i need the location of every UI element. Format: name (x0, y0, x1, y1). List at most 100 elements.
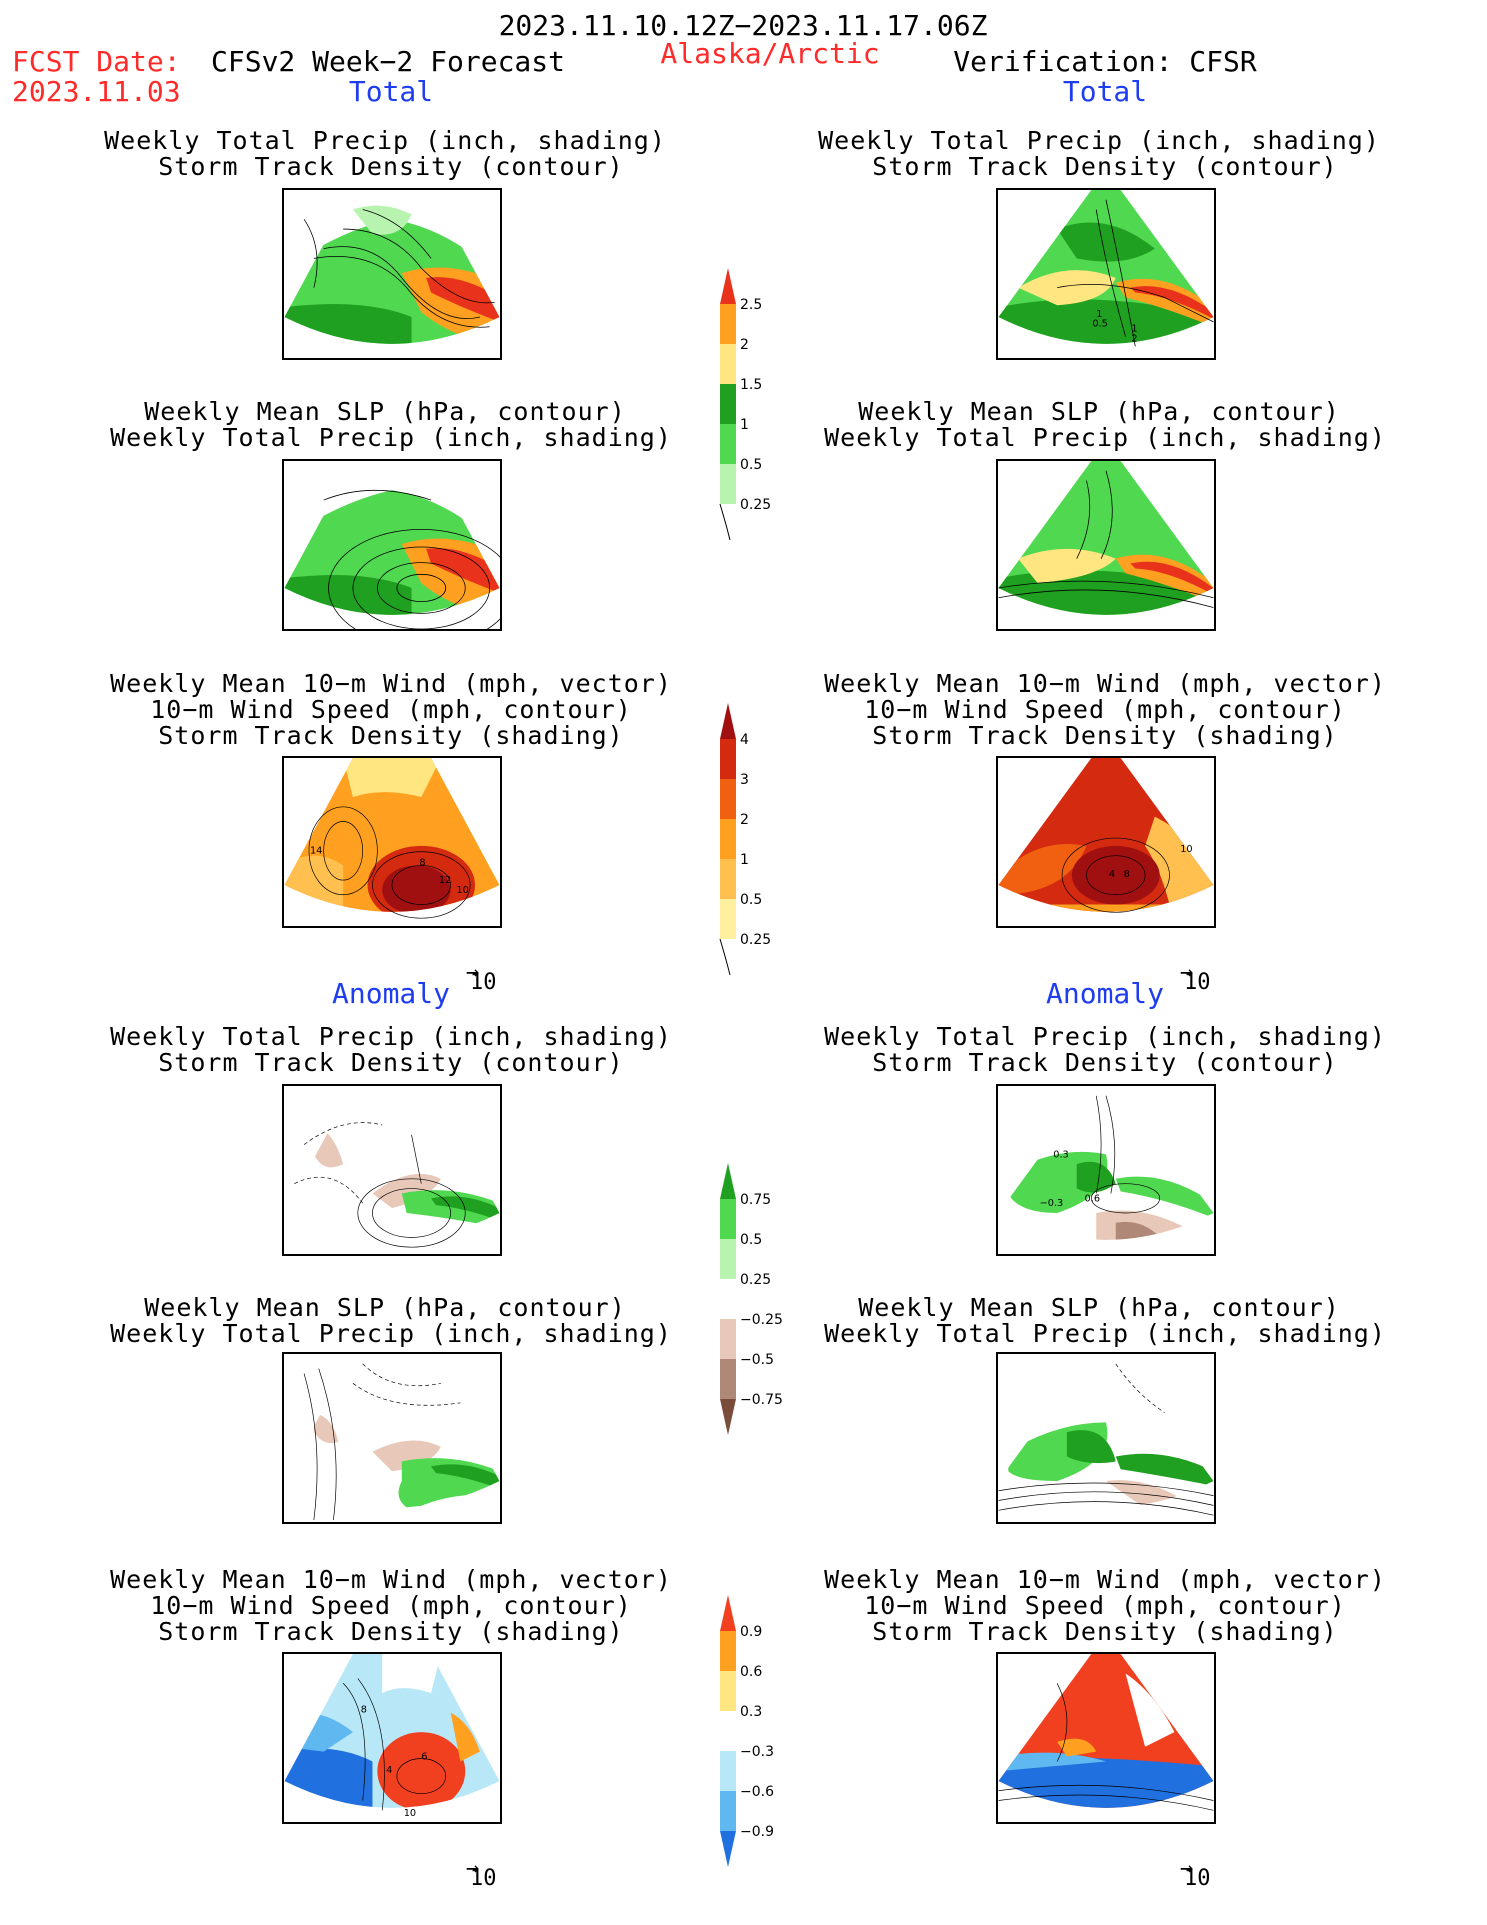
colorbar-swatch (720, 779, 736, 819)
vector-reference-label: 10 (470, 1866, 497, 1891)
panel-title-line: Weekly Total Precip (inch, shading) (824, 423, 1386, 452)
section-anomaly-right: Anomaly (1045, 977, 1165, 1010)
colorbar-swatch (720, 1671, 736, 1711)
colorbar-swatch (720, 703, 736, 739)
panel-title-line: Weekly Total Precip (inch, shading) (824, 1319, 1386, 1348)
panel-title-line: Weekly Total Precip (inch, shading) (824, 1022, 1386, 1051)
section-total-left: Total (348, 75, 434, 108)
contour-label: 12 (439, 875, 451, 886)
colorbar-swatch (720, 899, 736, 939)
colorbar-swatch (720, 1751, 736, 1791)
colorbar-swatch (720, 424, 736, 464)
panel-title-line: Weekly Total Precip (inch, shading) (818, 126, 1380, 155)
vector-reference-arrow-icon: → (1180, 1856, 1194, 1881)
colorbar-anomaly-precip: 0.75 0.5 0.25 −0.25 −0.5 −0.75 (720, 1163, 783, 1435)
map-total-precip-storm-left (282, 188, 502, 360)
panel-title-line: Storm Track Density (shading) (872, 721, 1338, 750)
map-anomaly-precip-storm-right: 0.3 −0.3 0.6 (996, 1084, 1216, 1256)
vector-reference-label: 10 (1184, 1866, 1211, 1891)
section-total-right: Total (1062, 75, 1148, 108)
panel-title-line: 10−m Wind Speed (mph, contour) (150, 1591, 632, 1620)
contour-label: 10 (404, 1808, 416, 1819)
panel-title-line: Weekly Mean SLP (hPa, contour) (144, 397, 626, 426)
panel-title-line: Weekly Total Precip (inch, shading) (104, 126, 666, 155)
panel-title-line: Storm Track Density (contour) (872, 1048, 1338, 1077)
contour-label: 10 (456, 885, 468, 896)
colorbar-label: 0.3 (740, 1704, 762, 1720)
colorbar-label: 0.6 (740, 1664, 762, 1680)
colorbar-label: −0.75 (740, 1392, 783, 1408)
panel-title-line: Storm Track Density (contour) (158, 152, 624, 181)
panel-title-line: 10−m Wind Speed (mph, contour) (864, 695, 1346, 724)
colorbar-label: 0.5 (740, 1232, 762, 1248)
panel-title-line: 10−m Wind Speed (mph, contour) (864, 1591, 1346, 1620)
map-anomaly-precip-storm-left (282, 1084, 502, 1256)
contour-label: 0.6 (1085, 1193, 1101, 1204)
colorbar-label: −0.5 (740, 1352, 774, 1368)
section-anomaly-left: Anomaly (331, 977, 451, 1010)
colorbar-label: 4 (740, 732, 749, 748)
panel-title-line: Weekly Mean 10−m Wind (mph, vector) (824, 669, 1386, 698)
colorbar-swatch (720, 1631, 736, 1671)
contour-label: 1 (1096, 309, 1102, 320)
panel-title-line: Weekly Mean 10−m Wind (mph, vector) (110, 669, 672, 698)
panel-title-line: Storm Track Density (contour) (158, 1048, 624, 1077)
map-anomaly-slp-precip-right (996, 1352, 1216, 1524)
colorbar-label: 2 (740, 337, 749, 353)
model-title: CFSv2 Week−2 Forecast (210, 45, 566, 78)
colorbar-swatch (720, 304, 736, 344)
colorbar-swatch (720, 464, 736, 504)
colorbar-label: −0.9 (740, 1824, 774, 1840)
colorbar-label: 0.5 (740, 892, 762, 908)
map-anomaly-wind-left: 8 4 6 10 (282, 1652, 502, 1824)
contour-label: 10 (1180, 844, 1192, 855)
date-range-title: 2023.11.10.12Z−2023.11.17.06Z (498, 9, 988, 42)
contour-label: 8 (419, 857, 425, 868)
colorbar-tail (719, 503, 731, 541)
contour-label: 4 (386, 1765, 392, 1776)
colorbar-label: 1 (740, 852, 749, 868)
contour-label: 6 (421, 1751, 427, 1762)
panel-title-line: Weekly Mean SLP (hPa, contour) (858, 1293, 1340, 1322)
panel-title-line: Storm Track Density (shading) (872, 1617, 1338, 1646)
colorbar-label: 2 (740, 812, 749, 828)
panel-title-line: Weekly Mean SLP (hPa, contour) (144, 1293, 626, 1322)
vector-reference-label: 10 (1184, 970, 1211, 995)
colorbar-label: 3 (740, 772, 749, 788)
colorbar-swatch (720, 1279, 736, 1319)
map-total-slp-precip-right (996, 459, 1216, 631)
contour-label: 4 (1109, 869, 1115, 880)
vector-reference-label: 10 (470, 970, 497, 995)
contour-label: 0.3 (1053, 1149, 1069, 1160)
vector-reference-arrow-icon: → (466, 960, 480, 985)
colorbar-swatch (720, 859, 736, 899)
panel-title-line: Weekly Mean 10−m Wind (mph, vector) (824, 1565, 1386, 1594)
colorbar-swatch (720, 1199, 736, 1239)
panel-title-line: Storm Track Density (contour) (872, 152, 1338, 181)
colorbar-label: 0.75 (740, 1192, 771, 1208)
panel-title-line: 10−m Wind Speed (mph, contour) (150, 695, 632, 724)
contour-label: 14 (310, 846, 322, 857)
colorbar-swatch (720, 1319, 736, 1359)
map-total-precip-storm-right: 1 0.5 1 2 (996, 188, 1216, 360)
panel-title-line: Weekly Total Precip (inch, shading) (110, 1319, 672, 1348)
colorbar-swatch (720, 268, 736, 304)
verification-title: Verification: CFSR (953, 45, 1257, 78)
contour-label: 2 (1131, 333, 1137, 344)
colorbar-swatch (720, 1399, 736, 1435)
colorbar-swatch (720, 1595, 736, 1631)
contour-label: 0.5 (1092, 319, 1108, 330)
map-total-slp-precip-left (282, 459, 502, 631)
colorbar-label: 0.25 (740, 497, 771, 513)
colorbar-total-storm-track: 4 3 2 1 0.5 0.25 (719, 703, 771, 976)
colorbar-label: 1 (740, 417, 749, 433)
contour-label: 1 (1131, 324, 1137, 335)
colorbar-label: −0.25 (740, 1312, 783, 1328)
colorbar-swatch (720, 1359, 736, 1399)
fcst-date-label: FCST Date: (12, 45, 181, 78)
panel-title-line: Storm Track Density (shading) (158, 1617, 624, 1646)
contour-label: 8 (1124, 869, 1130, 880)
colorbar-anomaly-storm-track: 0.9 0.6 0.3 −0.3 −0.6 −0.9 (720, 1595, 774, 1867)
map-total-wind-left: 14 8 12 10 (282, 756, 502, 928)
vector-reference-arrow-icon: → (466, 1856, 480, 1881)
